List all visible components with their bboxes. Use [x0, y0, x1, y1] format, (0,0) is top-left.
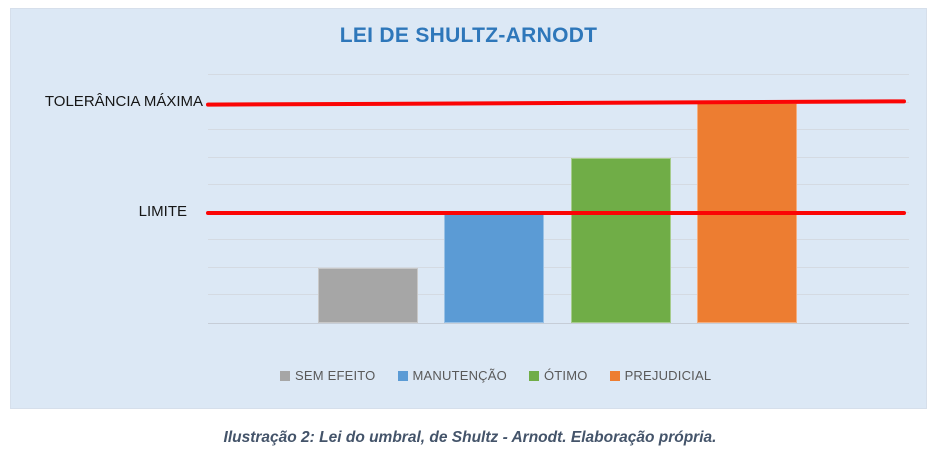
- legend-label: ÓTIMO: [543, 368, 588, 383]
- chart-panel: LEI DE SHULTZ-ARNODT TOLERÂNCIA MÁXIMA L…: [10, 8, 927, 409]
- limite-line: [206, 210, 906, 215]
- gridline: [208, 294, 909, 296]
- tolerancia-maxima-line: [205, 98, 907, 107]
- legend-label: PREJUDICIAL: [624, 368, 712, 383]
- legend-item-otimo: ÓTIMO: [528, 368, 588, 383]
- gridline: [208, 129, 909, 131]
- tolerancia-maxima-label: TOLERÂNCIA MÁXIMA: [44, 93, 203, 110]
- legend-label: SEM EFEITO: [295, 368, 376, 383]
- legend-swatch-icon: [280, 370, 290, 381]
- gridline: [208, 156, 909, 158]
- gridline: [208, 74, 909, 75]
- bar-manutencao: [444, 212, 544, 323]
- bar-sem-efeito: [317, 267, 418, 323]
- legend-swatch-icon: [397, 370, 408, 381]
- gridline: [208, 266, 909, 268]
- legend-swatch-icon: [528, 370, 539, 381]
- bar-otimo: [570, 157, 671, 323]
- plot-area: [205, 74, 909, 324]
- limite-label: LIMITE: [138, 203, 187, 220]
- legend-item-prejudicial: PREJUDICIAL: [609, 368, 712, 383]
- legend-swatch-icon: [609, 370, 620, 381]
- legend-item-sem-efeito: SEM EFEITO: [280, 368, 376, 383]
- figure-caption: Ilustração 2: Lei do umbral, de Shultz -…: [223, 429, 717, 446]
- legend-item-manutencao: MANUTENÇÃO: [397, 368, 507, 383]
- legend: SEM EFEITO MANUTENÇÃO ÓTIMO PREJUDICIAL: [280, 368, 711, 383]
- legend-label: MANUTENÇÃO: [412, 368, 507, 383]
- chart-title: LEI DE SHULTZ-ARNODT: [339, 24, 598, 47]
- x-axis-line: [208, 323, 909, 324]
- gridline: [208, 239, 909, 241]
- gridline: [208, 184, 909, 186]
